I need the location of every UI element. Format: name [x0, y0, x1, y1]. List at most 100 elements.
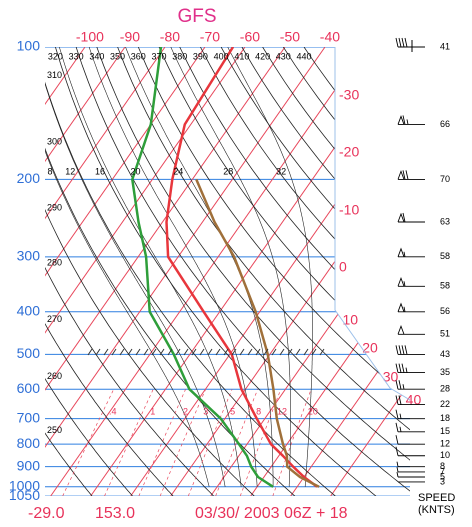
moist-label: 28 [223, 166, 233, 176]
moist-label: 12 [65, 166, 75, 176]
x-tick-label: -60 [240, 29, 260, 45]
annotation: -29.0 [28, 505, 65, 522]
y-tick-label: 1000 [9, 477, 40, 493]
theta-label: 440 [297, 51, 312, 61]
theta-label: 340 [89, 51, 104, 61]
mixing-ratio-label: 5 [230, 406, 235, 416]
hatch [95, 348, 101, 356]
hatch [271, 348, 277, 356]
hatch [279, 348, 285, 356]
theta-label: 310 [47, 70, 62, 80]
x-tick-label: -30 [339, 87, 359, 103]
y-tick-label: 700 [17, 409, 41, 425]
hatch [119, 348, 125, 356]
mixing-ratio-line [272, 389, 312, 496]
x-tick-label: 20 [362, 340, 378, 356]
wind-barb [395, 409, 425, 420]
theta-label: 330 [69, 51, 84, 61]
y-tick-label: 200 [17, 170, 41, 186]
theta-label: 430 [276, 51, 291, 61]
x-tick-label: -80 [160, 29, 180, 45]
mixing-ratio-line [215, 389, 259, 496]
hatch [111, 348, 117, 356]
theta-label: 250 [47, 425, 62, 435]
moist-label: 16 [95, 166, 105, 176]
dry-adiabat [45, 47, 255, 496]
x-tick-label: -50 [280, 29, 300, 45]
dry-adiabat [75, 47, 410, 496]
theta-label: 410 [234, 51, 249, 61]
isotherm [45, 47, 246, 496]
hatch [175, 348, 181, 356]
isotherm [290, 47, 410, 496]
wind-speed-label: 8 [440, 461, 445, 471]
isotherm [45, 47, 126, 496]
theta-label: 270 [47, 314, 62, 324]
plot-area [45, 47, 410, 496]
sounding-line [195, 178, 320, 488]
hatch [223, 348, 229, 356]
hatch [319, 348, 325, 356]
moist-adiabat [170, 47, 291, 487]
isotherm [250, 47, 410, 496]
wind-speed-label: 28 [440, 384, 450, 394]
wind-barb [397, 170, 425, 180]
wind-speed-label: 15 [440, 426, 450, 436]
hatch [239, 348, 245, 356]
moist-adiabat [45, 47, 226, 487]
theta-label: 320 [48, 51, 63, 61]
theta-label: 380 [172, 51, 187, 61]
mixing-ratio-line [159, 389, 207, 496]
x-tick-label: -100 [76, 29, 104, 45]
theta-label: 360 [131, 51, 146, 61]
theta-label: 370 [151, 51, 166, 61]
wind-speed-label: 41 [440, 41, 450, 51]
hatch [151, 348, 157, 356]
hatch [295, 348, 301, 356]
wind-barb [397, 302, 425, 313]
y-tick-label: 600 [17, 380, 41, 396]
theta-label: 300 [47, 137, 62, 147]
dry-adiabat [45, 47, 133, 496]
x-tick-label: -10 [339, 202, 359, 218]
mixing-ratio-label: 20 [308, 406, 318, 416]
mixing-ratio-label: 8 [256, 406, 261, 416]
hatch [103, 348, 109, 356]
mixing-ratio-line [239, 389, 282, 496]
moist-label: 8 [47, 166, 52, 176]
wind-speed-label: 3 [440, 476, 445, 486]
wind-barb [397, 247, 425, 258]
wind-barb [397, 276, 425, 287]
y-tick-label: 100 [17, 38, 41, 54]
wind-speed-label: 18 [440, 413, 450, 423]
annotation: 03/30/ 2003 06Z + 18 [195, 505, 348, 522]
annotation: 153.0 [95, 505, 135, 522]
hatch [191, 348, 197, 356]
x-tick-label: 30 [383, 369, 399, 385]
theta-label: 280 [47, 258, 62, 268]
x-tick-label: -90 [120, 29, 140, 45]
x-tick-label: 40 [406, 392, 422, 408]
x-tick-label: 0 [339, 259, 347, 275]
hatch [255, 348, 261, 356]
wind-barb [395, 435, 425, 445]
isotherm [90, 47, 406, 496]
dry-adiabat [45, 47, 336, 496]
wind-speed-label: 63 [440, 216, 450, 226]
y-tick-label: 1050 [9, 487, 40, 503]
isotherm [45, 47, 86, 496]
dry-adiabat [45, 47, 93, 496]
wind-barb [395, 395, 425, 405]
wind-barb [395, 345, 425, 355]
wind-speed-label: 58 [440, 251, 450, 261]
dry-adiabat [158, 47, 410, 496]
dry-adiabat [55, 47, 377, 496]
theta-label: 390 [193, 51, 208, 61]
y-tick-label: 500 [17, 345, 41, 361]
wind-speed-label: 5 [440, 471, 445, 481]
wind-barb [396, 466, 425, 473]
wind-speed-label: 70 [440, 174, 450, 184]
wind-barb [397, 324, 425, 335]
wind-speed-label: 66 [440, 119, 450, 129]
